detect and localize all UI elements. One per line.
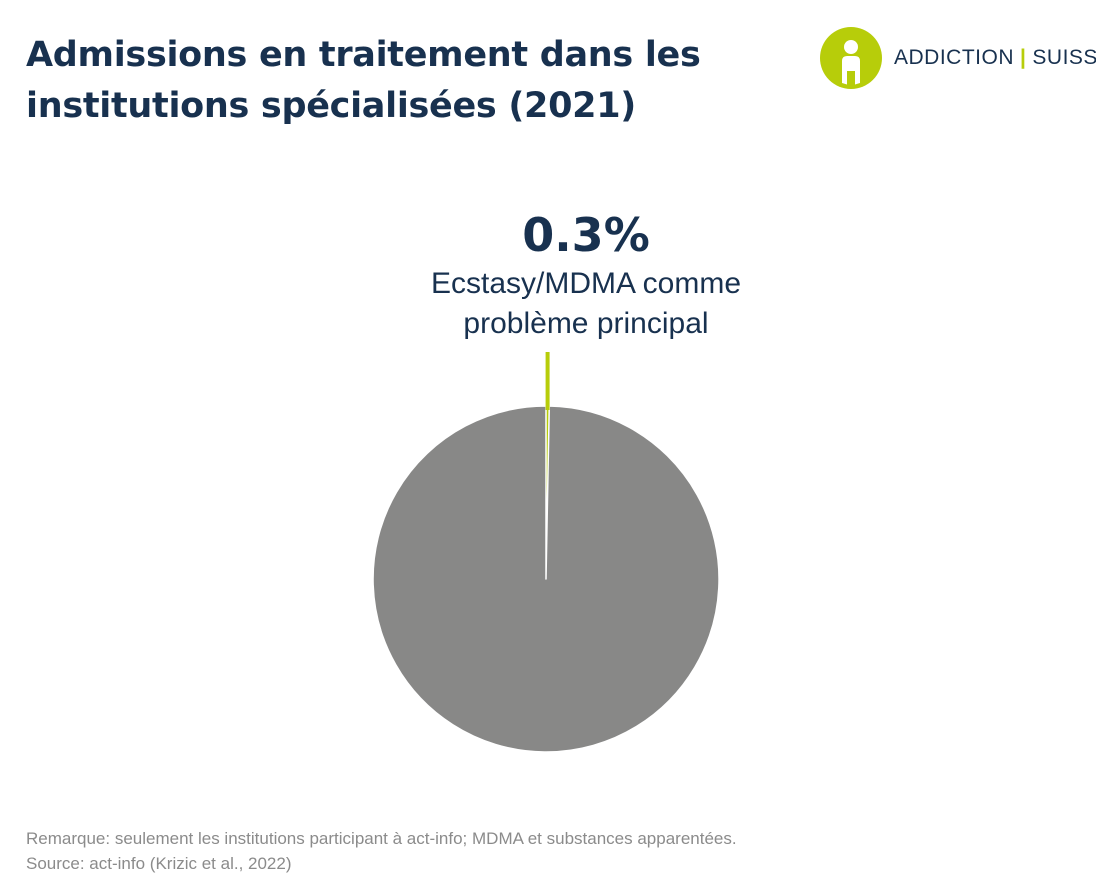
logo-word-left: ADDICTION: [894, 46, 1014, 69]
highlight-slice-value: 0.3%: [522, 208, 650, 262]
chart-title: Admissions en traitement dans les instit…: [26, 30, 806, 132]
highlight-slice-caption-line-1: Ecstasy/MDMA comme: [430, 267, 742, 300]
chart-title-line-2: institutions spécialisées (2021): [26, 86, 636, 126]
highlight-slice-caption: Ecstasy/MDMA comme problème principal: [0, 264, 1096, 344]
logo-word-right: SUISSE: [1032, 46, 1096, 69]
addiction-suisse-logo-icon: [820, 27, 882, 89]
chart-title-line-1: Admissions en traitement dans les: [26, 35, 701, 75]
pie-slice-remainder: [372, 405, 720, 753]
logo-wordmark: ADDICTION |SUISSE: [894, 46, 1096, 70]
footer-note: Remarque: seulement les institutions par…: [26, 829, 737, 848]
chart-footer: Remarque: seulement les institutions par…: [26, 826, 737, 876]
pie-slices: [372, 405, 720, 753]
logo-separator: |: [1020, 46, 1027, 69]
footer-source: Source: act-info (Krizic et al., 2022): [26, 854, 292, 873]
highlight-slice-caption-line-2: problème principal: [463, 307, 709, 340]
addiction-suisse-logo: ADDICTION |SUISSE: [820, 26, 1096, 90]
